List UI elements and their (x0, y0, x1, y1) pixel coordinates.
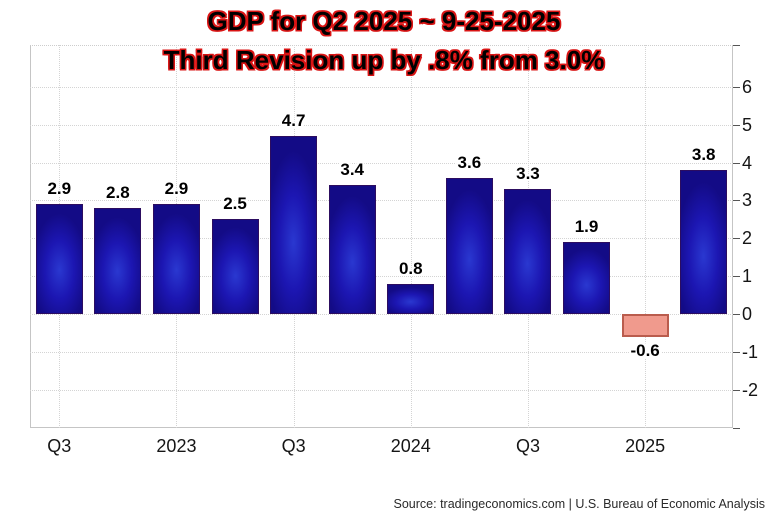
source-attribution: Source: tradingeconomics.com | U.S. Bure… (393, 497, 765, 511)
x-axis-label: 2023 (156, 436, 197, 456)
bar-q2-2023 (211, 219, 259, 315)
bar-q4-2022 (94, 208, 142, 315)
y-gridline (30, 124, 733, 126)
bar-value-label: 3.3 (516, 164, 540, 184)
y-tick-mark (733, 314, 740, 316)
chart-title: GDP for Q2 2025 ~ 9-25-2025 (207, 6, 561, 36)
bar-q3-2022 (35, 204, 83, 315)
bar-q3-2023 (270, 136, 318, 315)
y-tick-mark (733, 276, 740, 278)
bar-value-label: 3.4 (340, 160, 365, 180)
bar-value-label: 2.5 (223, 194, 247, 214)
y-axis-label: 5 (742, 114, 753, 135)
bar-q1-2024 (387, 283, 435, 315)
y-axis-label: -2 (742, 380, 759, 401)
y-tick-mark (733, 238, 740, 240)
y-axis-label: -1 (742, 342, 759, 363)
bar-q2-2025 (680, 170, 728, 315)
y-gridline (30, 352, 733, 354)
x-axis-label: Q3 (281, 436, 306, 456)
chart-subtitle: Third Revision up by .8% from 3.0% (163, 45, 605, 75)
y-gridline (30, 276, 733, 278)
x-gridline (645, 45, 647, 428)
x-gridline (410, 45, 412, 428)
bar-value-label: 3.6 (457, 152, 482, 172)
y-tick-mark (733, 162, 740, 164)
y-tick-mark (733, 124, 740, 126)
y-axis-label: 6 (742, 76, 753, 97)
y-gridline (30, 86, 733, 88)
y-axis-label: 1 (742, 266, 753, 287)
bar-value-label: -0.6 (630, 340, 660, 360)
y-axis-label: 0 (742, 304, 753, 325)
y-axis-label: 4 (742, 152, 753, 173)
bar-value-label: 2.9 (164, 179, 189, 199)
plot-area (30, 45, 733, 428)
y-tick-mark (733, 428, 740, 429)
y-tick-mark (733, 352, 740, 354)
y-gridline (30, 200, 733, 202)
bar-q4-2023 (328, 185, 376, 315)
bar-value-label: 4.7 (281, 111, 306, 130)
x-axis-label: Q3 (515, 436, 540, 456)
y-axis-label: 2 (742, 228, 753, 249)
bar-q1-2025 (621, 314, 669, 337)
bar-value-label: 1.9 (574, 217, 599, 237)
y-gridline (30, 390, 733, 392)
y-tick-mark (733, 390, 740, 392)
y-tick-mark (733, 200, 740, 202)
x-axis-label: 2025 (625, 436, 666, 456)
y-gridline (30, 162, 733, 164)
bar-q2-2024 (445, 177, 493, 315)
x-axis-label: Q3 (47, 436, 72, 456)
bar-value-label: 0.8 (398, 258, 423, 278)
y-tick-mark (733, 86, 740, 88)
y-gridline (30, 238, 733, 240)
bar-value-label: 2.8 (106, 183, 130, 203)
bar-q3-2024 (504, 189, 552, 315)
bar-q4-2024 (563, 242, 611, 315)
bar-q1-2023 (152, 204, 200, 315)
y-gridline (30, 314, 733, 316)
bar-value-label: 3.8 (691, 145, 716, 165)
bar-value-label: 2.9 (47, 179, 72, 199)
x-axis-label: 2024 (390, 436, 431, 456)
y-axis-label: 3 (742, 190, 753, 211)
y-tick-mark (733, 45, 740, 46)
